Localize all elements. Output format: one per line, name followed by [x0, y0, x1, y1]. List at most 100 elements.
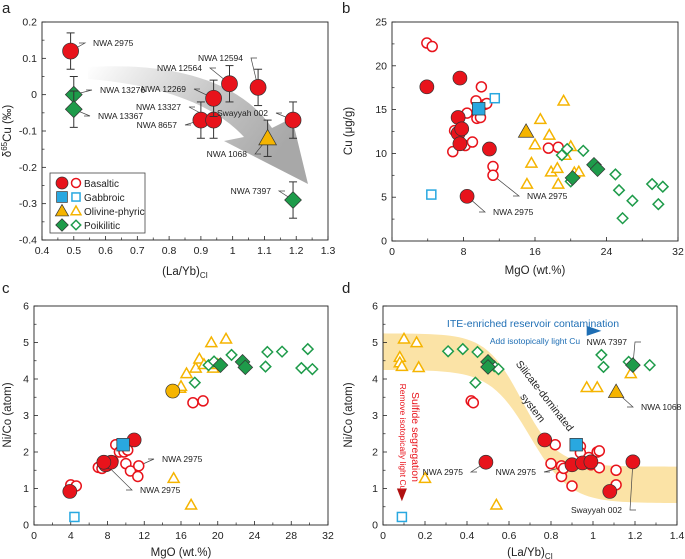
poikilitic-open-marker — [609, 168, 622, 181]
chart-panel-d: ITE-enriched reservoir contamination Add … — [343, 301, 684, 559]
poikilitic-open-marker — [295, 361, 308, 375]
x-tick-label: 24 — [249, 530, 261, 542]
poikilitic-open-marker — [626, 194, 639, 208]
sample-label: NWA 1068 — [641, 402, 682, 412]
x-tick-label: 32 — [322, 530, 334, 542]
x-tick-label: 0.6 — [98, 245, 113, 257]
sample-label: NWA 13327 — [136, 102, 181, 112]
basaltic-open-marker — [466, 136, 479, 148]
poikilitic-filled-marker — [284, 191, 302, 209]
x-tick-label: 8 — [461, 246, 467, 258]
y-axis-label: Ni/Co (atom) — [2, 382, 14, 447]
legend-label-poikilitic: Poikilitic — [84, 221, 120, 232]
y-tick-label: 5 — [23, 337, 29, 349]
gabbroic-open-marker — [71, 192, 81, 202]
y-tick-label: 15 — [375, 104, 387, 116]
olivine-phyric-open-marker — [556, 93, 571, 106]
contamination-label: ITE-enriched reservoir contamination — [447, 318, 619, 330]
basaltic-filled-marker — [419, 79, 435, 95]
y-tick-label: 25 — [375, 17, 387, 29]
y-tick-label: 2 — [372, 447, 378, 459]
x-tick-label: 1.2 — [289, 245, 304, 257]
poikilitic-open-marker — [597, 360, 610, 374]
gabbroic-filled-marker — [569, 438, 583, 452]
x-tick-label: 1.2 — [628, 530, 643, 542]
sample-label: NWA 13367 — [98, 111, 143, 121]
x-tick-label: 0 — [31, 530, 37, 542]
olivine-phyric-open-marker — [524, 156, 539, 168]
basaltic-filled-marker — [452, 136, 468, 152]
basaltic-open-marker — [610, 464, 622, 476]
x-tick-label: 0 — [380, 530, 386, 542]
sample-label: NWA 13276 — [100, 85, 145, 95]
basaltic-filled-marker — [284, 111, 302, 129]
y-tick-label: 1 — [23, 483, 29, 495]
poikilitic-filled-marker — [625, 357, 641, 373]
x-tick-label: 1.1 — [257, 245, 272, 257]
x-tick-label: 12 — [138, 530, 150, 542]
poikilitic-open-marker — [441, 344, 455, 358]
sample-label: NWA 2975 — [493, 207, 534, 217]
olivine-phyric-open-marker — [590, 380, 604, 393]
y-tick-label: 4 — [372, 374, 378, 386]
olivine-phyric-open-marker — [520, 177, 534, 189]
y-tick-label: 0.1 — [22, 53, 37, 65]
poikilitic-open-marker — [306, 362, 319, 376]
poikilitic-open-marker — [616, 211, 629, 225]
legend: Basaltic Gabbroic Olivine-phyric Poikili… — [49, 172, 146, 234]
x-tick-label: 0.4 — [35, 245, 50, 257]
basaltic-filled-marker — [482, 141, 497, 157]
poikilitic-open-marker — [471, 345, 484, 359]
x-tick-label: 20 — [212, 530, 224, 542]
basaltic-filled-marker — [96, 454, 112, 470]
olivine-phyric-open-marker — [184, 497, 198, 510]
poikilitic-open-marker — [645, 177, 659, 191]
plot-frame — [33, 305, 329, 526]
y-axis-label: Cu (μg/g) — [343, 107, 355, 155]
poikilitic-filled-marker — [64, 100, 83, 119]
gabbroic-open-marker — [69, 511, 80, 523]
poikilitic-open-marker — [275, 345, 289, 358]
olivine-phyric-open-marker — [219, 331, 233, 344]
poikilitic-open-marker — [225, 348, 238, 362]
y-tick-label: 0 — [23, 520, 29, 532]
poikilitic-open-marker — [560, 142, 574, 156]
poikilitic-open-marker — [643, 358, 657, 372]
basaltic-filled-marker — [602, 484, 618, 499]
basaltic-open-marker — [187, 396, 199, 409]
gabbroic-open-marker — [396, 511, 408, 523]
y-axis-label: Ni/Co (atom) — [343, 382, 355, 447]
sample-label: NWA 12594 — [198, 53, 243, 63]
y-tick-label: 5 — [372, 337, 378, 349]
panel-letter-b: b — [342, 0, 350, 17]
olivine-phyric-open-marker — [550, 161, 565, 174]
basaltic-open-marker — [593, 445, 606, 457]
basaltic-open-marker — [132, 470, 144, 483]
basaltic-open-marker — [487, 169, 499, 182]
poikilitic-open-marker — [259, 360, 272, 373]
poikilitic-open-marker — [301, 342, 315, 356]
basaltic-open-marker — [566, 480, 578, 492]
legend-label-gabbroic: Gabbroic — [84, 193, 125, 204]
y-tick-label: 0 — [381, 236, 387, 248]
poikilitic-open-marker — [469, 376, 482, 389]
sample-label: NWA 2975 — [140, 485, 181, 495]
x-tick-label: 0.8 — [162, 245, 177, 257]
poikilitic-filled-marker — [480, 359, 496, 375]
olivine-phyric-open-marker — [572, 164, 586, 177]
y-tick-label: 1 — [372, 483, 378, 495]
x-tick-label: 1 — [590, 530, 596, 542]
panel-letter-d: d — [342, 280, 350, 297]
olivine-phyric-open-marker — [166, 471, 181, 484]
basaltic-filled-marker — [221, 75, 238, 93]
sample-label: NWA 12269 — [141, 84, 186, 94]
label-leader — [466, 196, 486, 213]
plot-frame — [391, 21, 679, 242]
olivine-phyric-filled-marker — [607, 383, 625, 398]
basaltic-filled-marker — [452, 70, 468, 86]
basaltic-open-marker — [545, 457, 557, 470]
x-tick-label: 1 — [230, 245, 236, 257]
basaltic-filled-marker — [62, 42, 79, 60]
sample-label: NWA 7397 — [231, 186, 272, 196]
